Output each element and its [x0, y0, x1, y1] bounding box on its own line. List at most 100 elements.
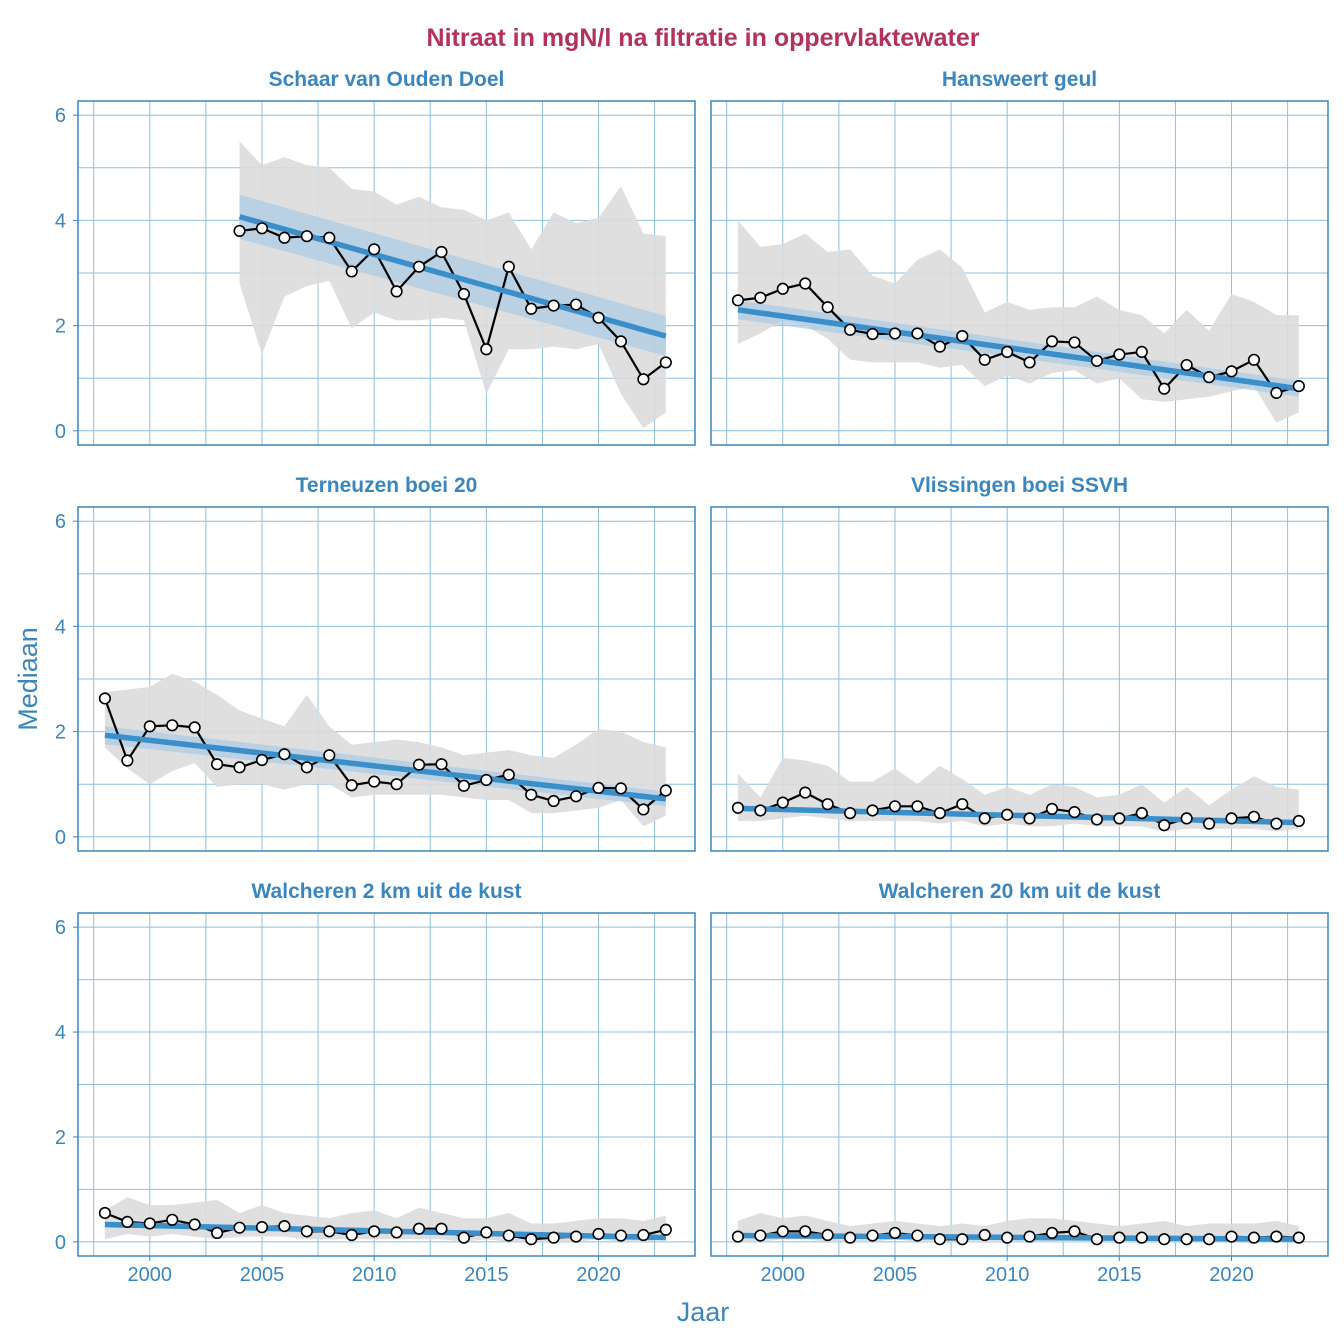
data-point: [1045, 335, 1059, 348]
y-tick-label: 6: [55, 511, 66, 533]
data-point: [911, 1229, 924, 1242]
data-point: [844, 323, 857, 336]
data-point: [888, 800, 902, 813]
data-point: [776, 1225, 789, 1238]
y-tick-label: 0: [55, 421, 66, 443]
panel-title: Terneuzen boei 20: [296, 474, 478, 497]
range-band: [104, 1197, 666, 1242]
data-point: [731, 1230, 745, 1243]
data-point: [188, 1218, 201, 1231]
data-point: [1068, 1225, 1081, 1238]
data-point: [659, 1223, 672, 1236]
y-tick-label: 2: [55, 1127, 66, 1149]
data-point: [143, 1217, 156, 1230]
data-point: [457, 1231, 471, 1244]
data-point: [866, 804, 879, 817]
y-tick-label: 6: [55, 917, 66, 939]
data-point: [799, 786, 812, 799]
data-point: [956, 798, 969, 811]
x-axis-label: Jaar: [677, 1297, 730, 1327]
data-point: [1023, 1230, 1036, 1243]
y-tick-label: 4: [55, 210, 66, 232]
data-point: [1270, 817, 1283, 830]
data-point: [592, 781, 605, 794]
panel-frame: [710, 100, 1329, 446]
data-point: [956, 1233, 969, 1246]
data-point: [776, 282, 789, 295]
data-point: [1090, 813, 1104, 826]
data-point: [368, 775, 381, 788]
data-point: [412, 758, 426, 771]
data-point: [614, 782, 628, 795]
data-point: [502, 768, 515, 781]
panel: Walcheren 2 km uit de kust 0 2 4 6: [55, 880, 696, 1257]
data-point: [233, 1221, 246, 1234]
data-point: [888, 1226, 902, 1240]
data-point: [956, 330, 969, 343]
data-point: [525, 1233, 538, 1246]
panel-title: Hansweert geul: [942, 68, 1097, 91]
data-point: [754, 804, 767, 817]
data-point: [1180, 1233, 1193, 1246]
trend-line: [104, 732, 667, 802]
data-point: [278, 1220, 291, 1233]
data-point: [1135, 1231, 1148, 1244]
y-tick-label: 2: [55, 722, 66, 744]
data-point: [1001, 808, 1014, 821]
x-tick-label: 2015: [1097, 1264, 1142, 1286]
data-point: [1135, 345, 1148, 358]
y-tick-label: 0: [55, 827, 66, 849]
data-point: [821, 1228, 834, 1242]
x-tick-label: 2005: [873, 1264, 918, 1286]
data-point: [255, 1221, 269, 1234]
data-point: [278, 231, 291, 244]
data-point: [614, 1229, 628, 1242]
data-point: [799, 1225, 812, 1238]
panel-title: Walcheren 20 km uit de kust: [879, 880, 1161, 903]
x-tick-labels: 2000 2005 2010 2015 2020 2000 2005 2010 2015 2020: [128, 1256, 1254, 1286]
data-point: [1158, 819, 1171, 832]
data-point: [1247, 353, 1261, 366]
data-point: [233, 761, 246, 774]
data-point: [121, 1215, 134, 1229]
data-point: [754, 291, 767, 304]
data-point: [1113, 1231, 1126, 1244]
data-point: [592, 1227, 605, 1241]
data-point: [1001, 1231, 1014, 1244]
panels-group: Schaar van Ouden Doel 0 2 4 6 Hansweert geul T…: [55, 68, 1329, 1257]
data-point: [754, 1229, 767, 1242]
chart-title: Nitraat in mgN/l na filtratie in oppervl…: [427, 24, 980, 52]
data-point: [412, 260, 426, 273]
data-point: [300, 761, 313, 774]
data-point: [821, 301, 834, 314]
data-point: [933, 807, 946, 820]
data-point: [547, 1231, 560, 1244]
data-point: [1202, 371, 1216, 384]
data-point: [390, 1226, 403, 1239]
data-point: [1180, 358, 1193, 372]
panel-title: Vlissingen boei SSVH: [911, 474, 1128, 497]
data-point: [345, 779, 358, 792]
data-point: [1023, 812, 1036, 825]
y-tick-label: 2: [55, 316, 66, 338]
data-point: [1202, 1233, 1216, 1246]
data-point: [121, 754, 134, 767]
data-point: [1090, 1233, 1104, 1246]
panel-frame: [710, 912, 1329, 1257]
data-point: [480, 1226, 493, 1239]
data-point: [1045, 802, 1059, 816]
data-point: [457, 779, 471, 792]
data-point: [659, 784, 672, 797]
data-point: [525, 302, 538, 315]
data-point: [368, 1225, 381, 1238]
data-point: [1113, 348, 1126, 361]
data-point: [1135, 807, 1148, 820]
panel-title: Schaar van Ouden Doel: [269, 68, 505, 91]
data-point: [502, 260, 515, 273]
y-tick-label: 4: [55, 1022, 66, 1044]
data-point: [233, 224, 246, 238]
data-point: [525, 788, 538, 801]
data-point: [866, 327, 879, 341]
data-point: [844, 1231, 857, 1244]
